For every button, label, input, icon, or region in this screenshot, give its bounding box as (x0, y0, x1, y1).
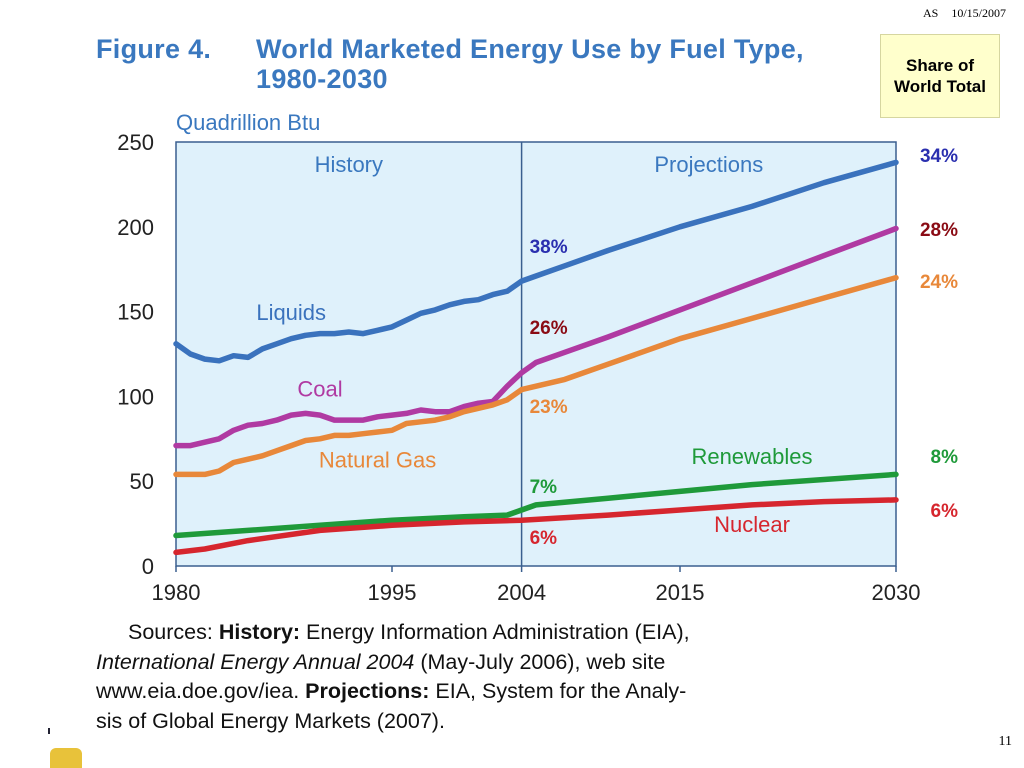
share-2004-coal: 26% (530, 318, 568, 339)
x-tick-label: 2030 (872, 580, 921, 605)
footer-logo-icon (50, 748, 82, 768)
share-2030-liquids: 34% (920, 146, 958, 167)
share-of-world-total-box: Share of World Total (880, 34, 1000, 118)
x-tick-label: 2004 (497, 580, 546, 605)
figure-title: Figure 4. World Marketed Energy Use by Fu… (96, 34, 856, 94)
slide-bullet-mark (48, 728, 50, 734)
share-2004-liquids: 38% (530, 237, 568, 258)
y-tick-label: 250 (117, 130, 154, 155)
share-2004-nuclear: 6% (530, 528, 558, 549)
projections-text-1: EIA, System for the Analy- (429, 679, 687, 703)
series-label-nuclear: Nuclear (714, 512, 790, 537)
share-2030-renewables: 8% (931, 447, 959, 468)
x-tick-label: 1980 (152, 580, 201, 605)
sources-line-4: sis of Global Energy Markets (2007). (96, 707, 936, 737)
series-line-renewables (173, 471, 899, 539)
series-label-natural-gas: Natural Gas (319, 448, 436, 473)
history-text-1: Energy Information Administration (EIA), (300, 620, 690, 644)
sources-prefix: Sources: (128, 620, 219, 644)
projections-label: Projections: (305, 679, 430, 703)
series-line-coal (173, 225, 899, 449)
series-line-natural-gas (173, 274, 899, 478)
sources-line-2: International Energy Annual 2004 (May-Ju… (96, 648, 936, 678)
share-2030-nuclear: 6% (931, 501, 959, 522)
y-axis-units-label: Quadrillion Btu (176, 110, 321, 135)
series-line-liquids (173, 159, 899, 364)
figure-number: Figure 4. (96, 34, 212, 64)
y-tick-label: 150 (117, 300, 154, 325)
sources-note: Sources: History: Energy Information Adm… (96, 618, 936, 736)
sources-line-3: www.eia.doe.gov/iea. Projections: EIA, S… (96, 677, 936, 707)
history-label: History: (218, 620, 301, 644)
figure-title-text: World Marketed Energy Use by Fuel Type, … (256, 34, 804, 94)
x-tick-label: 2015 (656, 580, 705, 605)
history-url: www.eia.doe.gov/iea. (96, 679, 306, 703)
series-line-nuclear (173, 497, 899, 556)
share-2030-coal: 28% (920, 220, 958, 241)
series-label-renewables: Renewables (691, 444, 812, 469)
share-2004-natural-gas: 23% (530, 397, 568, 418)
region-label-projections: Projections (654, 152, 763, 177)
share-box-label: Share of World Total (894, 56, 986, 96)
sources-line-1: Sources: History: Energy Information Adm… (96, 618, 936, 648)
series-label-liquids: Liquids (256, 300, 326, 325)
y-tick-label: 50 (130, 469, 154, 494)
share-2004-renewables: 7% (530, 477, 558, 498)
history-text-2: (May-July 2006), web site (414, 649, 666, 674)
slide-date: 10/15/2007 (951, 6, 1006, 20)
region-label-history: History (315, 152, 383, 177)
history-publication: International Energy Annual 2004 (96, 649, 415, 674)
projections-text-2: sis of Global Energy Markets (2007). (96, 708, 445, 733)
x-tick-label: 1995 (368, 580, 417, 605)
y-tick-label: 0 (142, 554, 154, 579)
slide-header: AS 10/15/2007 (923, 6, 1006, 21)
author-initials: AS (922, 6, 939, 20)
page-number: 11 (998, 734, 1012, 749)
share-2030-natural-gas: 24% (920, 272, 958, 293)
plot-area (175, 141, 897, 567)
series-label-coal: Coal (297, 376, 342, 401)
y-tick-label: 100 (117, 384, 154, 409)
y-tick-label: 200 (117, 215, 154, 240)
